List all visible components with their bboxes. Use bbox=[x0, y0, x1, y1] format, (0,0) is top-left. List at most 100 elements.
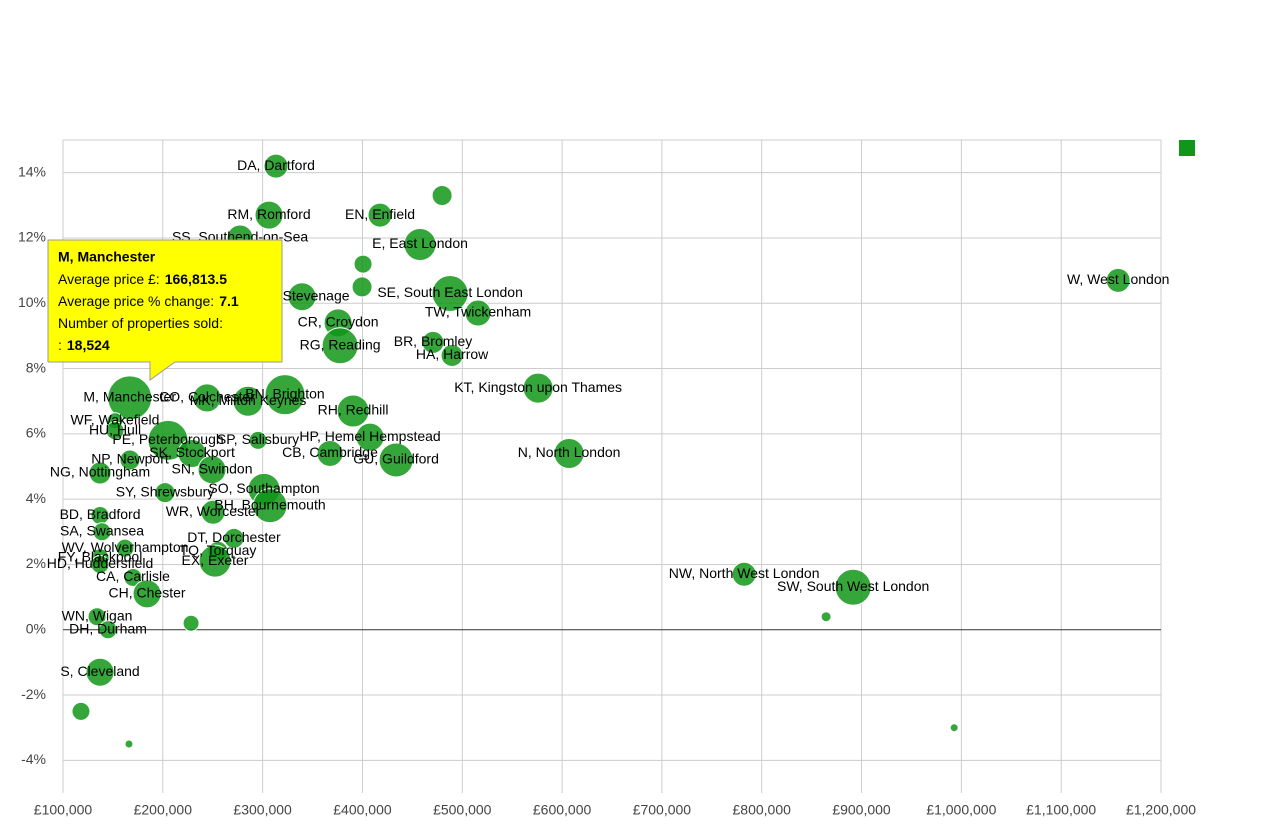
bubble-label: NW, North West London bbox=[669, 565, 820, 581]
bubble-label: WV, Wolverhampton bbox=[62, 539, 189, 555]
tooltip-label: : bbox=[58, 337, 62, 353]
bubble bbox=[351, 276, 373, 298]
bubble bbox=[553, 437, 585, 469]
x-tick-label: £1,200,000 bbox=[1126, 802, 1196, 818]
bubble bbox=[92, 522, 112, 542]
bubble bbox=[197, 455, 227, 485]
bubble bbox=[124, 739, 134, 749]
bubble-label: W, West London bbox=[1067, 271, 1169, 287]
bubble-label: FY, Blackpool bbox=[58, 549, 143, 565]
bubble bbox=[192, 383, 222, 413]
bubbles bbox=[71, 153, 1131, 749]
bubble-label: HD, Huddersfield bbox=[47, 555, 154, 571]
bubble-label: HP, Hemel Hempstead bbox=[299, 428, 440, 444]
x-tick-label: £600,000 bbox=[533, 802, 592, 818]
bubble bbox=[367, 202, 393, 228]
bubble-label: SW, South West London bbox=[777, 578, 929, 594]
y-tick-label: 0% bbox=[26, 620, 46, 636]
y-tick-label: 8% bbox=[26, 359, 46, 375]
bubble-label: SA, Swansea bbox=[60, 523, 144, 539]
bubble-label: E, East London bbox=[372, 235, 468, 251]
bubble-label: SP, Salisbury bbox=[217, 431, 299, 447]
tooltip-line: :18,524 bbox=[58, 337, 110, 353]
bubble bbox=[336, 394, 370, 428]
tooltip-label: Average price £: bbox=[58, 271, 160, 287]
bubble-label: GU, Guildford bbox=[353, 451, 439, 467]
y-tick-label: 4% bbox=[26, 490, 46, 506]
bubble-label: BN, Brighton bbox=[245, 385, 324, 401]
tooltip-label: Average price % change: bbox=[58, 293, 214, 309]
bubble bbox=[264, 374, 306, 416]
y-tick-label: 10% bbox=[18, 294, 46, 310]
bubble bbox=[90, 554, 110, 574]
tooltip-value: 18,524 bbox=[67, 337, 110, 353]
y-tick-label: 6% bbox=[26, 425, 46, 441]
bubble bbox=[1105, 267, 1131, 293]
bubble-label: TW, Twickenham bbox=[425, 304, 531, 320]
bubble bbox=[287, 282, 317, 312]
x-tick-label: £900,000 bbox=[832, 802, 891, 818]
bubble bbox=[248, 430, 268, 450]
bubble-label: BD, Bradford bbox=[60, 506, 141, 522]
tooltip-box bbox=[47, 239, 283, 381]
bubble bbox=[105, 421, 125, 441]
bubble-label: CA, Carlisle bbox=[96, 568, 170, 584]
x-tick-label: £800,000 bbox=[733, 802, 792, 818]
bubble-label: PE, Peterborough bbox=[112, 431, 223, 447]
bubble bbox=[119, 449, 141, 471]
bubble bbox=[263, 153, 289, 179]
bubble-label: WF, Wakefield bbox=[71, 411, 160, 427]
bubble-label: M, Manchester bbox=[83, 389, 176, 405]
bubble bbox=[353, 254, 373, 274]
y-tick-label: 2% bbox=[26, 555, 46, 571]
bubble-label: EX, Exeter bbox=[182, 552, 249, 568]
bubble-label: DT, Dorchester bbox=[187, 529, 281, 545]
bubble-label: BR, Bromley bbox=[394, 333, 473, 349]
bubble-label: EN, Enfield bbox=[345, 206, 415, 222]
bubble-label: RH, Redhill bbox=[318, 402, 389, 418]
bubble bbox=[87, 607, 107, 627]
bubble-label: CB, Cambridge bbox=[282, 444, 378, 460]
bubble bbox=[834, 568, 872, 606]
bubble-label: HU, Hull bbox=[89, 421, 141, 437]
bubble-label: N, North London bbox=[518, 444, 621, 460]
bubble bbox=[440, 343, 464, 367]
bubble-label: SE, South East London bbox=[377, 284, 523, 300]
bubble-label: NG, Nottingham bbox=[50, 464, 150, 480]
bubble bbox=[123, 568, 143, 588]
bubble bbox=[71, 701, 91, 721]
x-tick-label: £1,000,000 bbox=[926, 802, 996, 818]
bubble-label: RM, Romford bbox=[227, 206, 310, 222]
bubble bbox=[522, 372, 554, 404]
bubble bbox=[85, 657, 115, 687]
bubble bbox=[182, 614, 200, 632]
bubble-label: SK, Stockport bbox=[149, 444, 235, 460]
bubble bbox=[431, 185, 453, 207]
tooltip-value: 7.1 bbox=[219, 293, 239, 309]
bubble bbox=[321, 327, 359, 365]
bubble bbox=[731, 561, 757, 587]
bubble bbox=[464, 299, 492, 327]
bubble bbox=[223, 527, 245, 549]
bubble-label: MK, Milton Keynes bbox=[190, 392, 307, 408]
y-tick-label: 12% bbox=[18, 229, 46, 245]
bubble-label: HA, Harrow bbox=[416, 346, 489, 362]
bubble-label: SY, Shrewsbury bbox=[116, 483, 215, 499]
bubble bbox=[200, 499, 226, 525]
bubble-label: WN, Wigan bbox=[62, 607, 133, 623]
bubble bbox=[98, 620, 118, 640]
bubble-label: TQ, Torquay bbox=[180, 542, 257, 558]
x-tick-label: £400,000 bbox=[333, 802, 392, 818]
x-tick-label: £100,000 bbox=[34, 802, 93, 818]
bubble-label: SO, Southampton bbox=[208, 480, 319, 496]
bubble bbox=[107, 375, 153, 421]
bubble bbox=[115, 538, 135, 558]
bubble bbox=[820, 611, 832, 623]
bubble-label: KT, Kingston upon Thames bbox=[454, 379, 622, 395]
bubble bbox=[232, 385, 264, 417]
x-tick-label: £700,000 bbox=[633, 802, 692, 818]
bubble bbox=[431, 274, 469, 312]
bubble bbox=[252, 488, 288, 524]
tooltip-line: Number of properties sold: bbox=[58, 315, 223, 331]
bubble-label: DH, Durham bbox=[69, 620, 147, 636]
